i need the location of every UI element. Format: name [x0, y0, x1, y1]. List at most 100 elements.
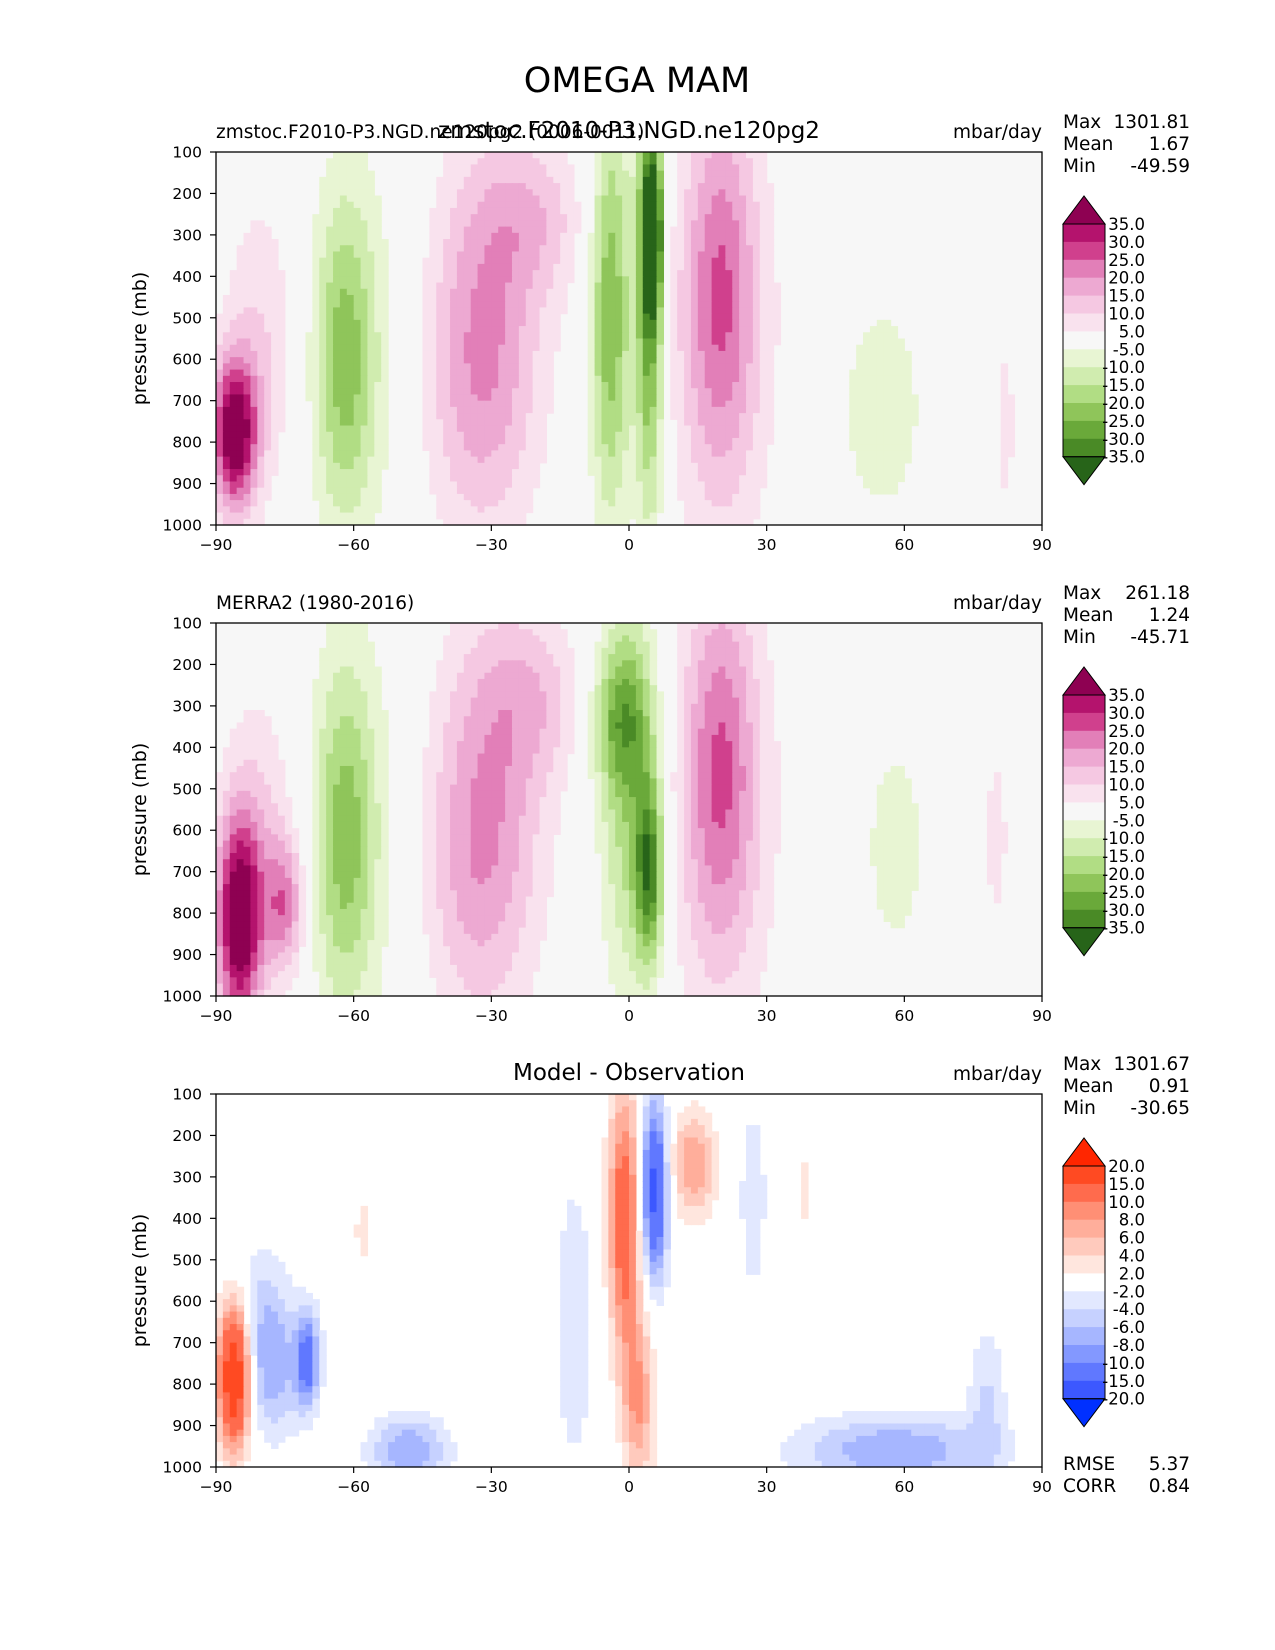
heatmap-cell — [876, 369, 885, 377]
heatmap-cell — [539, 158, 547, 166]
heatmap-cell — [236, 419, 245, 427]
heatmap-cell — [725, 394, 733, 402]
heatmap-cell — [649, 456, 658, 464]
heatmap-cell — [525, 697, 534, 705]
heatmap-cell — [1007, 400, 1016, 408]
heatmap-cell — [560, 691, 568, 699]
heatmap-cell — [725, 263, 733, 271]
heatmap-cell — [518, 257, 527, 265]
heatmap-cell — [629, 481, 637, 489]
heatmap-cell — [752, 623, 761, 630]
heatmap-cell — [725, 170, 733, 178]
heatmap-cell — [498, 176, 506, 184]
heatmap-cell — [883, 481, 892, 489]
heatmap-cell — [739, 647, 747, 655]
heatmap-cell — [333, 189, 341, 197]
heatmap-cell — [271, 270, 279, 277]
heatmap-cell — [746, 270, 754, 277]
heatmap-cell — [739, 152, 747, 159]
heatmap-cell — [339, 338, 348, 346]
heatmap-cell — [333, 382, 341, 389]
heatmap-cell — [697, 164, 706, 172]
heatmap-cell — [869, 413, 878, 420]
heatmap-cell — [746, 158, 754, 166]
heatmap-cell — [525, 394, 534, 402]
heatmap-cell — [491, 697, 499, 705]
heatmap-cell — [443, 425, 451, 433]
heatmap-cell — [635, 195, 644, 203]
heatmap-cell — [511, 176, 520, 184]
heatmap-cell — [339, 406, 348, 414]
heatmap-cell — [883, 357, 892, 364]
heatmap-cell — [257, 363, 265, 371]
heatmap-cell — [594, 232, 603, 240]
heatmap-cell — [890, 444, 899, 451]
heatmap-cell — [367, 716, 375, 724]
heatmap-cell — [684, 487, 692, 495]
heatmap-cell — [704, 350, 713, 358]
heatmap-cell — [333, 257, 341, 265]
heatmap-cell — [608, 512, 616, 520]
heatmap-cell — [477, 419, 486, 427]
heatmap-cell — [333, 350, 341, 358]
heatmap-cell — [229, 444, 238, 451]
heatmap-cell — [367, 232, 375, 240]
heatmap-cell — [319, 518, 327, 526]
heatmap-cell — [229, 350, 238, 358]
heatmap-cell — [346, 710, 355, 717]
heatmap-cell — [711, 400, 720, 408]
heatmap-cell — [271, 263, 279, 271]
heatmap-cell — [250, 294, 258, 302]
heatmap-cell — [470, 481, 479, 489]
heatmap-cell — [326, 288, 334, 296]
heatmap-cell — [766, 220, 775, 228]
heatmap-cell — [450, 251, 458, 259]
heatmap-cell — [732, 239, 740, 246]
heatmap-cell — [649, 164, 658, 172]
heatmap-cell — [339, 326, 348, 333]
heatmap-cell — [443, 728, 451, 736]
heatmap-cell — [346, 363, 355, 371]
heatmap-cell — [470, 629, 479, 637]
heatmap-cell — [450, 394, 458, 402]
heatmap-cell — [360, 263, 369, 271]
heatmap-cell — [470, 301, 479, 309]
heatmap-cell — [326, 239, 334, 246]
heatmap-cell — [367, 288, 375, 296]
heatmap-cell — [553, 647, 561, 655]
heatmap-cell — [305, 344, 313, 352]
heatmap-cell — [897, 437, 905, 445]
heatmap-cell — [216, 431, 224, 439]
heatmap-cell — [257, 357, 265, 364]
heatmap-cell — [890, 413, 899, 420]
heatmap-cell — [629, 419, 637, 427]
heatmap-cell — [450, 270, 458, 277]
heatmap-cell — [333, 481, 341, 489]
heatmap-cell — [739, 394, 747, 402]
heatmap-cell — [739, 641, 747, 649]
heatmap-cell — [436, 319, 444, 327]
heatmap-cell — [525, 710, 534, 717]
heatmap-cell — [470, 189, 479, 197]
heatmap-cell — [573, 214, 582, 221]
heatmap-cell — [450, 406, 458, 414]
heatmap-cell — [236, 413, 245, 420]
heatmap-cell — [759, 400, 768, 408]
heatmap-cell — [608, 220, 616, 228]
heatmap-cell — [450, 654, 458, 661]
heatmap-cell — [374, 722, 382, 730]
heatmap-cell — [684, 703, 692, 711]
heatmap-cell — [436, 313, 444, 321]
heatmap-cell — [546, 326, 554, 333]
heatmap-cell — [642, 481, 651, 489]
heatmap-cell — [277, 419, 286, 427]
heatmap-cell — [615, 394, 623, 402]
heatmap-cell — [856, 419, 864, 427]
heatmap-cell — [642, 326, 651, 333]
heatmap-cell — [697, 170, 706, 178]
heatmap-cell — [353, 158, 362, 166]
heatmap-cell — [690, 338, 699, 346]
heatmap-cell — [883, 413, 892, 420]
heatmap-cell — [615, 487, 623, 495]
heatmap-cell — [739, 350, 747, 358]
